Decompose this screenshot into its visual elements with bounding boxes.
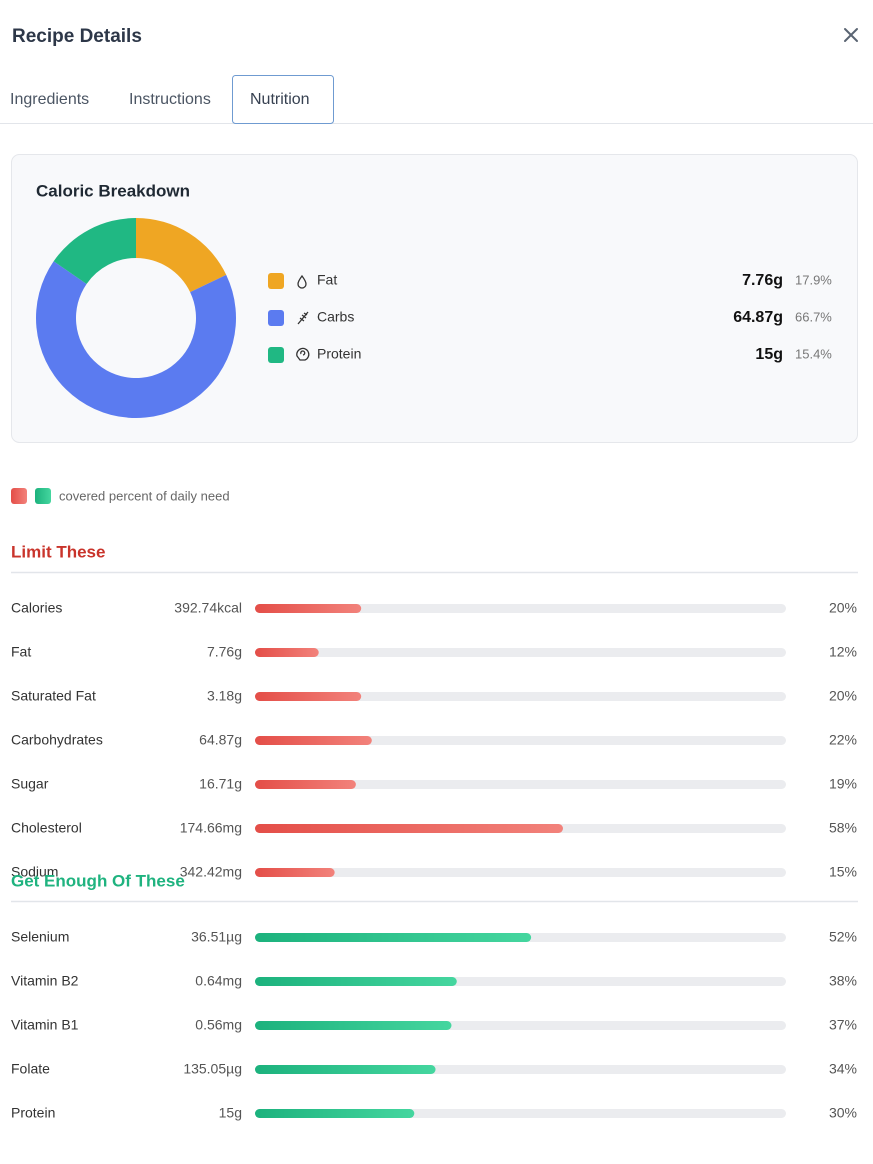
close-button[interactable] [844,28,858,42]
tab-bar: Ingredients Instructions Nutrition [10,75,334,124]
nutrient-percent: 20% [829,688,857,704]
legend-percent: 66.7% [795,309,832,324]
bar [255,692,362,701]
nutrient-percent: 34% [829,1061,857,1077]
legend-swatch-red [11,488,27,504]
nutrient-name: Selenium [11,929,69,945]
nutrient-name: Fat [11,644,31,660]
bar [255,977,457,986]
donut-segment [136,218,227,293]
section-title: Limit These [11,542,105,561]
legend-amount: 7.76g [742,272,783,289]
bar [255,780,356,789]
nutrient-percent: 19% [829,776,857,792]
nutrient-name: Vitamin B1 [11,1017,79,1033]
breakdown-card [11,154,858,443]
nutrient-percent: 22% [829,732,857,748]
card-title: Caloric Breakdown [36,181,190,200]
nutrient-percent: 15% [829,864,857,880]
bar-track [255,604,786,613]
bar-track [255,868,786,877]
nutrient-amount: 36.51µg [191,929,242,945]
protein-icon [296,347,310,361]
legend-swatch [268,310,284,326]
nutrient-name: Carbohydrates [11,732,103,748]
nutrient-name: Sodium [11,864,58,880]
nutrient-amount: 0.64mg [195,973,242,989]
nutrient-percent: 12% [829,644,857,660]
nutrient-amount: 392.74kcal [174,600,242,616]
bar-track [255,692,786,701]
legend-swatch [268,273,284,289]
nutrient-percent: 58% [829,820,857,836]
donut-segment [53,218,136,284]
nutrient-amount: 174.66mg [180,820,242,836]
fat-icon [297,274,307,289]
nutrient-percent: 52% [829,929,857,945]
tab[interactable]: Ingredients [10,91,89,108]
bar-track [255,736,786,745]
tab[interactable]: Nutrition [250,91,310,108]
legend-swatch [268,347,284,363]
legend-name: Carbs [317,309,354,325]
nutrient-amount: 342.42mg [180,864,242,880]
nutrient-name: Folate [11,1061,50,1077]
nutrient-name: Calories [11,600,62,616]
nutrient-amount: 64.87g [199,732,242,748]
nutrient-amount: 15g [219,1105,242,1121]
legend-note: covered percent of daily need [59,488,230,503]
nutrient-amount: 7.76g [207,644,242,660]
bar [255,648,319,657]
bar [255,604,362,613]
legend-name: Protein [317,346,361,362]
bar [255,736,372,745]
legend-icons [296,274,310,361]
donut-legend: Fat 7.76g 17.9% Carbs 64.87g 66.7% Protein 15g 1… [268,272,832,363]
legend-swatch-green [35,488,51,504]
carbs-icon [297,311,309,325]
bar [255,1065,436,1074]
section-title: Get Enough Of These [11,871,185,890]
bar [255,868,335,877]
nutrient-name: Protein [11,1105,55,1121]
nutrient-percent: 30% [829,1105,857,1121]
bar [255,1021,452,1030]
active-tab-box [232,75,334,124]
nutrient-percent: 38% [829,973,857,989]
modal-title: Recipe Details [12,26,142,47]
nutrient-sections: Limit These Calories 392.74kcal 20% Fat 7.76g… [11,542,858,1121]
nutrient-amount: 0.56mg [195,1017,242,1033]
bar [255,933,532,942]
donut-chart [35,218,236,418]
nutrient-name: Saturated Fat [11,688,96,704]
nutrient-name: Sugar [11,776,49,792]
bar [255,824,563,833]
nutrient-percent: 20% [829,600,857,616]
legend-percent: 15.4% [795,346,832,361]
nutrient-amount: 16.71g [199,776,242,792]
legend-amount: 64.87g [733,309,783,326]
legend-amount: 15g [755,346,783,363]
legend-percent: 17.9% [795,272,832,287]
donut-segment [35,261,236,418]
bar-track [255,648,786,657]
bar-track [255,780,786,789]
nutrient-amount: 135.05µg [183,1061,242,1077]
nutrient-amount: 3.18g [207,688,242,704]
nutrient-name: Vitamin B2 [11,973,79,989]
legend-name: Fat [317,272,337,288]
nutrient-name: Cholesterol [11,820,82,836]
tab[interactable]: Instructions [129,91,211,108]
bar [255,1109,415,1118]
nutrient-percent: 37% [829,1017,857,1033]
